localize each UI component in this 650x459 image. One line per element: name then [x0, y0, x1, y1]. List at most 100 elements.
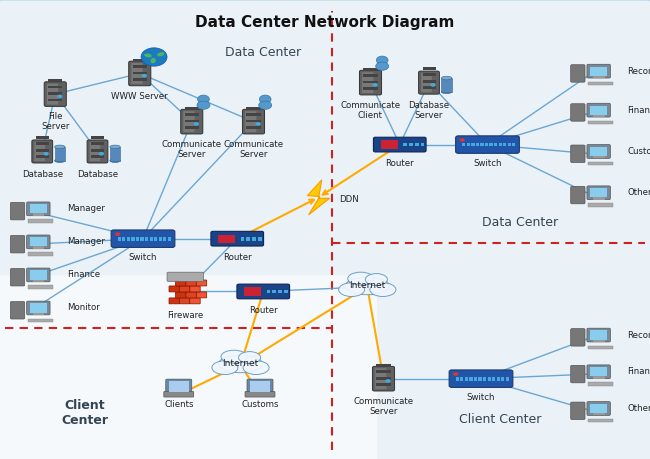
Text: Switch: Switch [129, 253, 157, 263]
Bar [478, 377, 482, 381]
Bar [91, 136, 104, 139]
FancyBboxPatch shape [359, 70, 382, 95]
FancyBboxPatch shape [571, 186, 585, 204]
Bar [246, 126, 261, 129]
Text: Clients: Clients [164, 400, 194, 409]
Bar [250, 381, 270, 392]
Text: Manager: Manager [67, 237, 105, 246]
Text: Communicate
Server: Communicate Server [224, 140, 283, 159]
Ellipse shape [370, 283, 396, 297]
FancyBboxPatch shape [34, 142, 45, 161]
Text: Router: Router [249, 306, 278, 315]
FancyBboxPatch shape [183, 111, 194, 132]
Bar [597, 193, 600, 198]
Bar [136, 237, 139, 241]
Ellipse shape [144, 53, 151, 57]
Bar [185, 120, 199, 123]
Bar [32, 246, 44, 249]
Bar [266, 290, 270, 293]
FancyBboxPatch shape [167, 272, 203, 281]
Ellipse shape [239, 352, 261, 364]
Bar [131, 237, 135, 241]
Text: File
Server: File Server [41, 112, 70, 131]
Bar [381, 140, 398, 149]
Bar [244, 287, 261, 296]
FancyBboxPatch shape [587, 328, 610, 342]
Bar [593, 413, 605, 415]
Bar [593, 376, 605, 379]
Bar [403, 143, 407, 146]
FancyBboxPatch shape [10, 202, 25, 220]
Bar [474, 377, 477, 381]
Bar [460, 377, 463, 381]
Bar [48, 92, 62, 95]
Bar [240, 237, 244, 241]
Ellipse shape [365, 274, 387, 285]
Bar [421, 143, 424, 146]
Bar [506, 377, 509, 381]
Bar [593, 197, 605, 200]
Bar [590, 147, 607, 156]
Text: Router: Router [223, 253, 252, 263]
Bar [185, 113, 199, 116]
FancyBboxPatch shape [245, 392, 275, 397]
Bar [133, 65, 147, 68]
Bar [122, 237, 125, 241]
Text: Customs: Customs [241, 400, 279, 409]
FancyBboxPatch shape [571, 365, 585, 383]
Text: Database: Database [77, 170, 118, 179]
Bar [588, 203, 613, 207]
Bar [588, 419, 613, 422]
FancyBboxPatch shape [247, 379, 273, 394]
Bar [28, 219, 53, 223]
FancyBboxPatch shape [47, 84, 58, 105]
Circle shape [255, 122, 261, 126]
FancyBboxPatch shape [245, 111, 256, 132]
Bar [376, 364, 391, 367]
Bar [246, 237, 250, 241]
FancyBboxPatch shape [196, 292, 207, 298]
FancyBboxPatch shape [571, 329, 585, 346]
Bar [422, 86, 436, 89]
FancyBboxPatch shape [587, 64, 610, 78]
Text: Communicate
Client: Communicate Client [341, 101, 400, 120]
Bar [48, 86, 62, 89]
Ellipse shape [348, 272, 374, 285]
Bar [590, 404, 607, 413]
Bar [508, 143, 511, 146]
FancyBboxPatch shape [186, 280, 196, 286]
Text: Fireware: Fireware [167, 311, 203, 320]
Bar [363, 74, 378, 77]
Bar [150, 237, 153, 241]
Text: Others: Others [627, 404, 650, 413]
FancyBboxPatch shape [164, 392, 194, 397]
Bar [469, 377, 473, 381]
Bar [28, 252, 53, 256]
Bar [36, 155, 49, 158]
Text: Record: Record [627, 330, 650, 340]
FancyBboxPatch shape [211, 231, 264, 246]
Bar [588, 346, 613, 349]
Bar [494, 143, 497, 146]
Bar [91, 142, 104, 145]
Bar [363, 81, 378, 84]
Bar [118, 237, 121, 241]
Bar [503, 143, 506, 146]
Bar [409, 143, 413, 146]
Bar [140, 237, 144, 241]
Bar [127, 237, 130, 241]
Ellipse shape [259, 101, 272, 109]
Bar [590, 367, 607, 376]
Bar [376, 370, 391, 373]
Bar [480, 143, 484, 146]
Ellipse shape [243, 361, 269, 375]
Bar [32, 313, 44, 315]
FancyBboxPatch shape [27, 235, 50, 249]
Bar [145, 237, 148, 241]
Bar [597, 111, 600, 115]
FancyBboxPatch shape [421, 73, 432, 92]
Bar [588, 382, 613, 386]
Text: Data Center: Data Center [482, 216, 558, 229]
Text: Internet: Internet [349, 281, 385, 291]
Bar [246, 107, 261, 110]
